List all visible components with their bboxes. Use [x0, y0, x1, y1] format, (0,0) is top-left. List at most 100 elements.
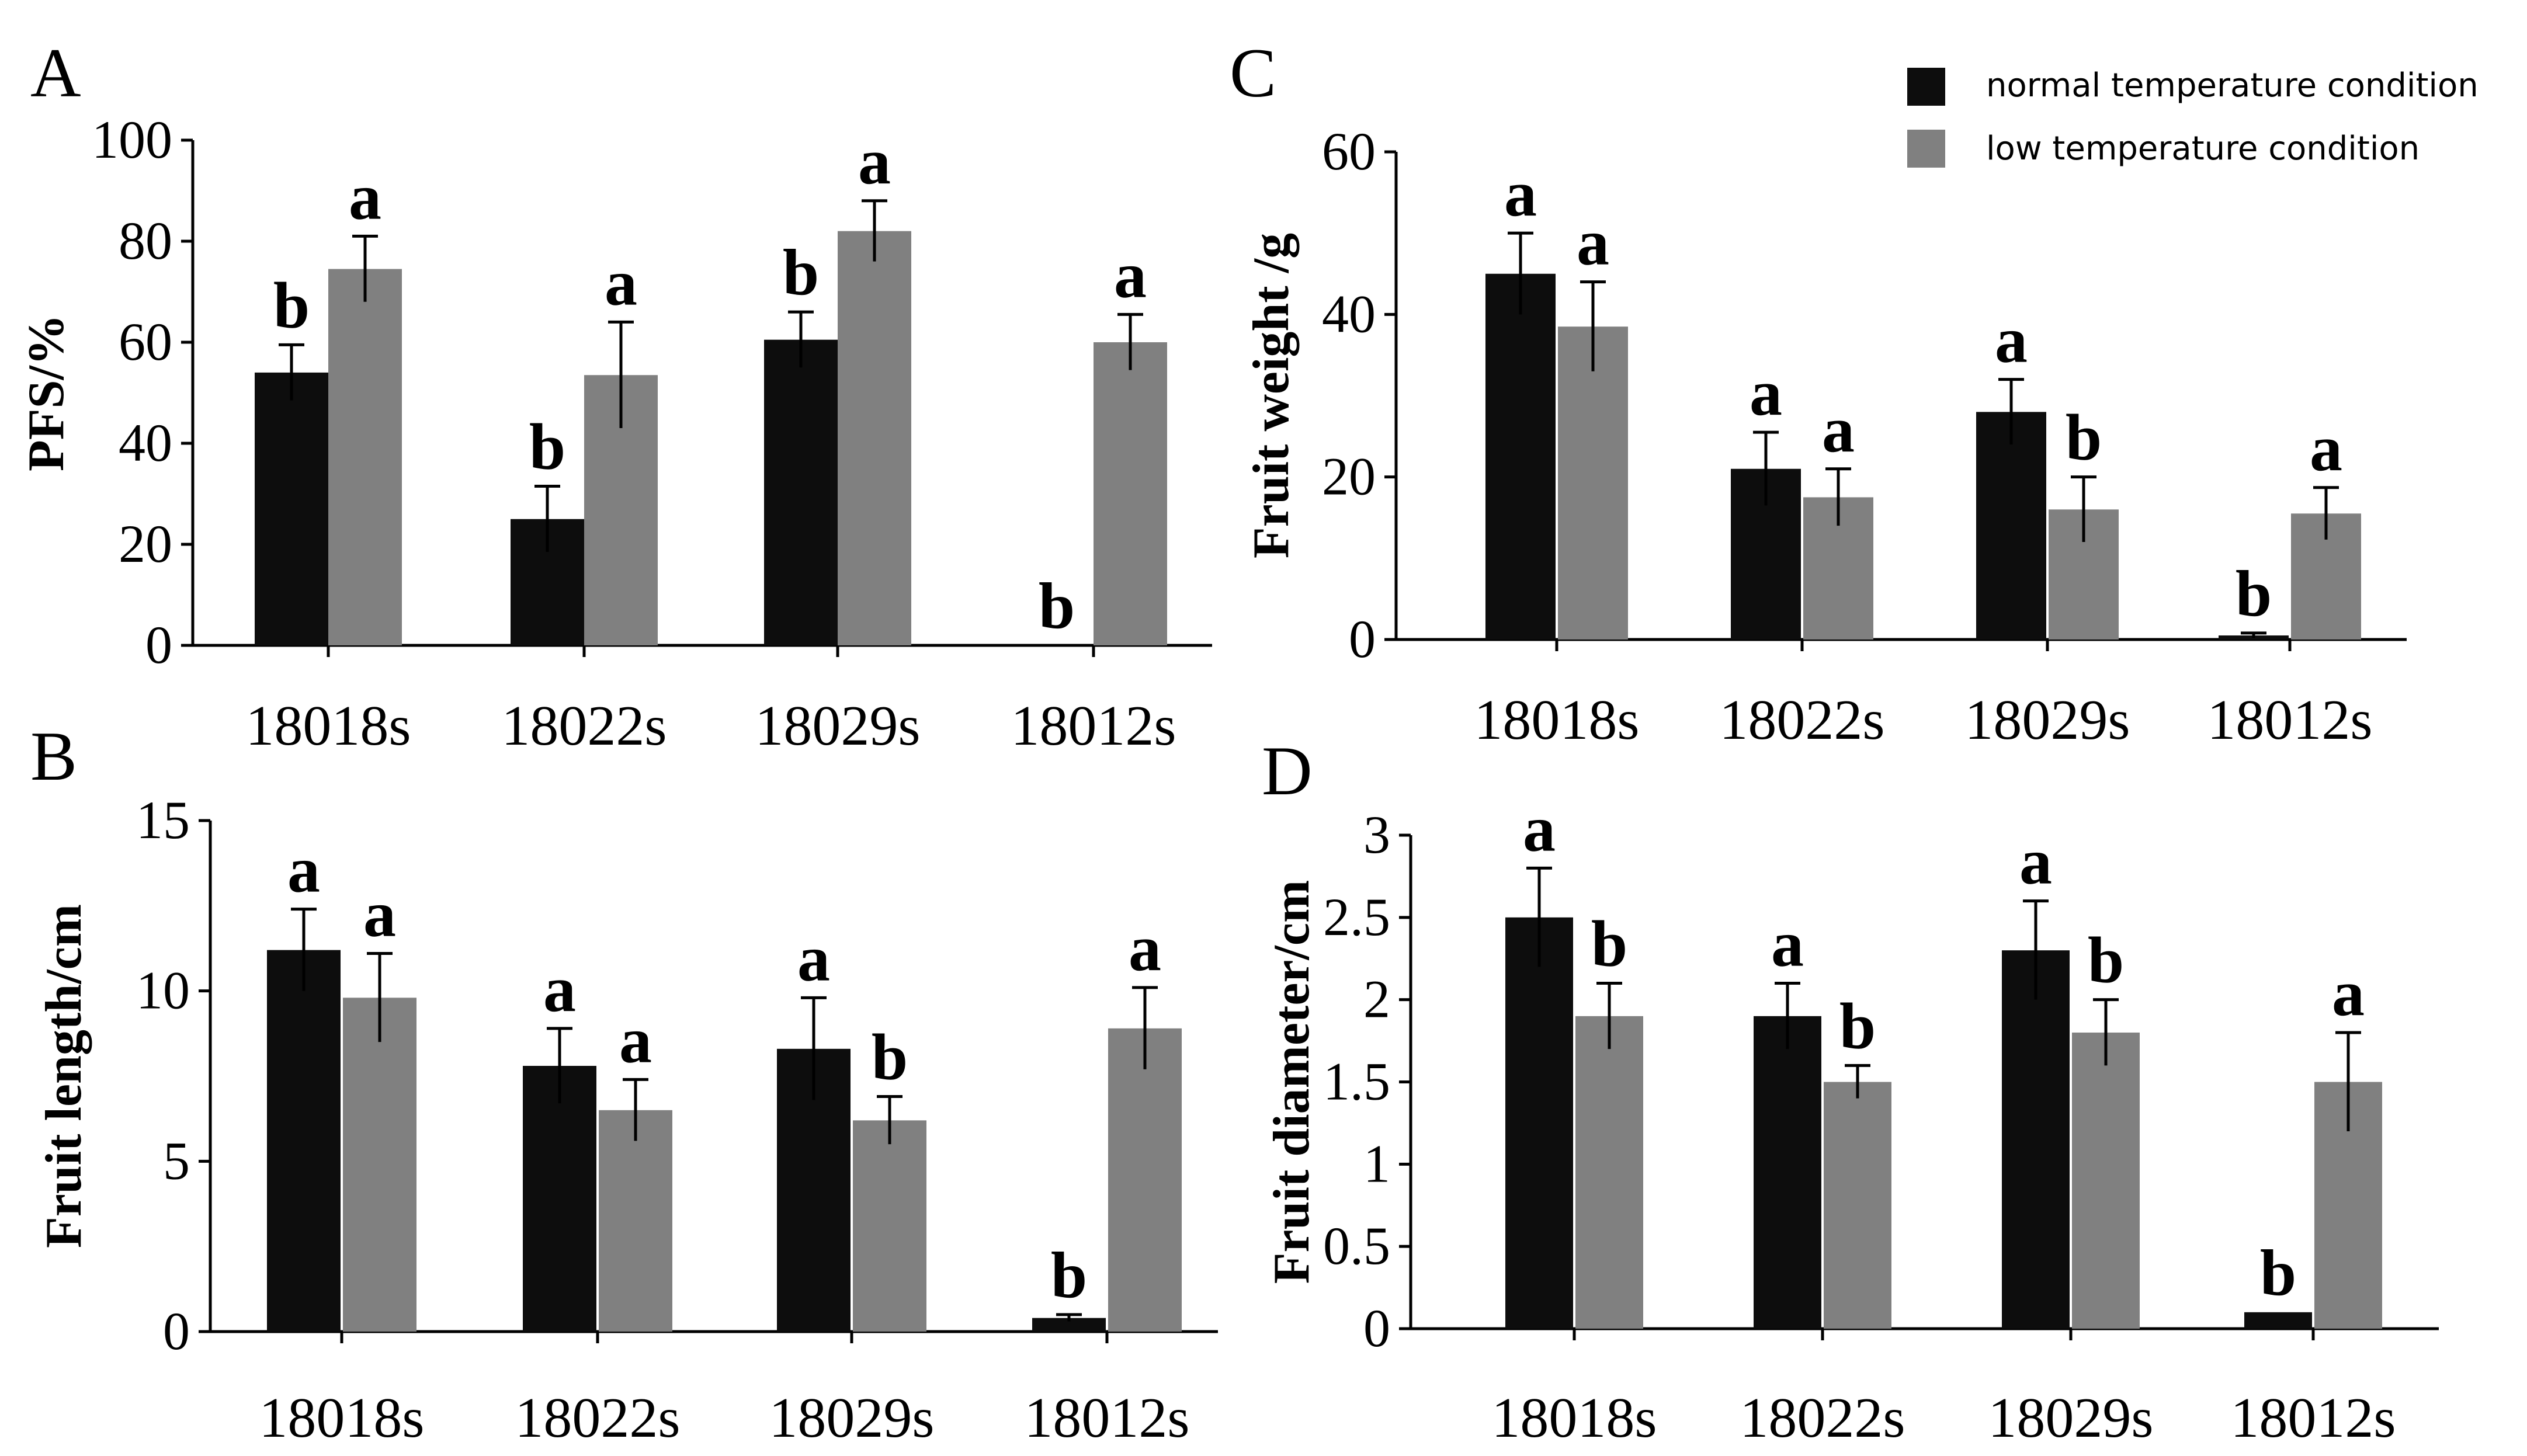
significance-letter-d: a	[1523, 793, 1556, 865]
y-tick-label-c: 40	[1322, 284, 1376, 343]
panel-letter-b: B	[30, 717, 77, 795]
significance-letter-d: b	[1839, 990, 1876, 1062]
bar-b-normal	[523, 1066, 596, 1332]
bar-d-normal	[2244, 1312, 2312, 1329]
bar-a-low	[838, 231, 911, 645]
significance-letter-b: a	[619, 1004, 652, 1076]
significance-letter-b: b	[872, 1021, 908, 1094]
bar-b-low	[599, 1110, 672, 1332]
significance-letter-a: b	[529, 411, 565, 484]
bar-b-low	[853, 1120, 926, 1332]
category-label-b: 18022s	[515, 1386, 680, 1450]
significance-letter-b: a	[543, 953, 576, 1026]
category-label-d: 18029s	[1988, 1386, 2153, 1450]
y-tick-label-c: 20	[1322, 447, 1376, 506]
significance-letter-d: b	[2088, 925, 2124, 997]
significance-letter-a: a	[605, 246, 637, 319]
y-tick-label-c: 0	[1349, 609, 1376, 669]
category-label-d: 18012s	[2230, 1386, 2396, 1450]
y-tick-label-d: 0	[1363, 1298, 1390, 1358]
legend: normal temperature condition low tempera…	[1907, 67, 2479, 168]
category-label-a: 18022s	[501, 694, 667, 757]
significance-letter-a: a	[349, 161, 381, 233]
panel-letter-c: C	[1230, 34, 1276, 112]
category-label-c: 18029s	[1964, 689, 2130, 752]
bar-c-low	[1558, 326, 1628, 640]
bar-d-normal	[1505, 917, 1573, 1329]
significance-letter-a: b	[783, 237, 819, 309]
category-label-a: 18029s	[755, 694, 920, 757]
significance-letter-b: a	[797, 922, 830, 995]
bar-a-low	[328, 269, 402, 645]
significance-letter-d: a	[2332, 957, 2365, 1030]
significance-letter-c: a	[1504, 158, 1537, 230]
bar-c-normal	[1976, 412, 2046, 640]
significance-letter-b: b	[1051, 1239, 1087, 1312]
y-tick-label-a: 80	[119, 211, 172, 270]
y-tick-label-d: 2	[1363, 969, 1390, 1029]
significance-letter-c: a	[2310, 412, 2342, 485]
y-tick-label-b: 5	[163, 1131, 190, 1190]
significance-letter-a: b	[1039, 570, 1075, 642]
bar-c-normal	[1485, 273, 1556, 640]
significance-letter-a: b	[273, 269, 310, 342]
panel-d: D 0 0.5 1 1.5 2 2.5 3 18018s 18022s 18029s 18012s Fr…	[1262, 732, 2439, 1450]
legend-label-low: low temperature condition	[1986, 130, 2420, 168]
significance-letter-c: b	[2236, 558, 2272, 630]
bar-b-low	[1108, 1028, 1182, 1332]
y-tick-label-a: 0	[145, 615, 172, 675]
bar-d-normal	[1754, 1016, 1821, 1329]
y-tick-label-d: 1.5	[1323, 1052, 1390, 1111]
significance-letter-d: a	[1771, 908, 1804, 981]
bar-b-normal	[1032, 1318, 1106, 1332]
category-label-c: 18012s	[2207, 689, 2372, 752]
bar-d-normal	[2002, 950, 2070, 1329]
y-tick-label-d: 3	[1363, 805, 1390, 864]
category-label-b: 18029s	[769, 1386, 934, 1450]
category-label-c: 18022s	[1719, 689, 1884, 752]
legend-swatch-normal	[1907, 68, 1945, 106]
significance-letter-c: a	[1822, 394, 1855, 466]
category-label-a: 18018s	[245, 694, 411, 757]
y-tick-label-d: 0.5	[1323, 1216, 1390, 1276]
category-label-c: 18018s	[1474, 689, 1639, 752]
y-axis-title-c: Fruit weight /g	[1243, 233, 1300, 558]
significance-letter-c: a	[1995, 304, 2028, 377]
bar-d-low	[1824, 1082, 1891, 1329]
y-tick-label-a: 20	[119, 514, 172, 574]
significance-letter-c: a	[1750, 357, 1782, 429]
significance-letter-d: b	[1591, 908, 1627, 981]
category-label-d: 18022s	[1740, 1386, 1905, 1450]
y-tick-label-c: 60	[1322, 121, 1376, 181]
panel-b: B 0 5 10 15 18018s 18022s 18029s 18012s Fruit len…	[30, 717, 1218, 1450]
bar-d-low	[2072, 1033, 2140, 1329]
significance-letter-a: a	[858, 126, 891, 198]
category-label-d: 18018s	[1491, 1386, 1657, 1450]
bar-a-normal	[764, 339, 838, 645]
y-axis-title-d: Fruit diameter/cm	[1264, 880, 1320, 1284]
category-label-b: 18012s	[1024, 1386, 1189, 1450]
y-axis-title-b: Fruit length/cm	[36, 904, 92, 1248]
y-axis-title-a: PFS/%	[18, 314, 75, 471]
significance-letter-b: a	[1129, 912, 1161, 985]
panel-letter-a: A	[30, 34, 81, 112]
significance-letter-d: a	[2019, 826, 2052, 898]
category-label-b: 18018s	[259, 1386, 424, 1450]
significance-letter-b: a	[287, 834, 320, 906]
panel-a: A 0 20 40 60 80 100 18018s 18022s 18029s 18012s PFS…	[18, 34, 1212, 757]
bar-d-low	[1575, 1016, 1643, 1329]
panel-c: C 0 20 40 60 18018s 18022s 18029s 18012s Fruit we…	[1230, 34, 2407, 752]
bar-b-normal	[267, 950, 341, 1332]
y-tick-label-b: 15	[136, 790, 190, 850]
bar-a-normal	[255, 372, 328, 645]
bar-a-low	[1094, 342, 1167, 645]
y-tick-label-b: 10	[136, 961, 190, 1020]
significance-letter-b: a	[363, 878, 396, 951]
y-tick-label-d: 2.5	[1323, 887, 1390, 947]
significance-letter-c: b	[2066, 402, 2102, 474]
y-tick-label-a: 40	[119, 413, 172, 472]
panel-letter-d: D	[1262, 732, 1313, 809]
bar-b-low	[343, 998, 416, 1332]
